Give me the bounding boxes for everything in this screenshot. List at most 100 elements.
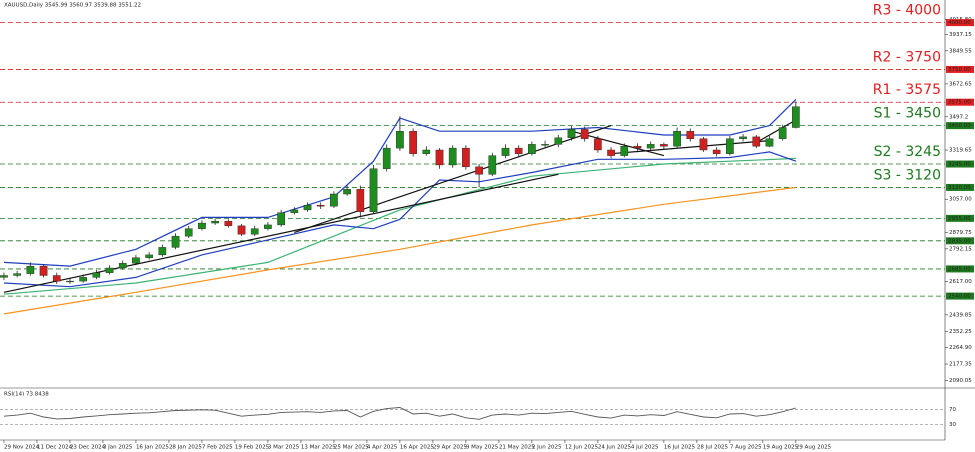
- x-tick-label: 11 Dec 2024: [37, 445, 73, 451]
- level-value: 3575.00: [948, 100, 971, 106]
- level-box: [946, 160, 974, 168]
- candle-body: [792, 106, 800, 128]
- x-tick-label: 13 Mar 2025: [301, 445, 336, 451]
- x-tick-label: 19 Feb 2025: [235, 445, 270, 451]
- candle-body: [0, 275, 8, 278]
- level-value: 3450.00: [948, 123, 971, 129]
- y-tick-label: 3672.65: [949, 81, 972, 87]
- candle-body: [528, 144, 536, 154]
- candle-body: [620, 146, 629, 156]
- level-value: 3750.00: [948, 67, 971, 73]
- candle-body: [250, 228, 259, 235]
- candle-body: [356, 189, 365, 212]
- candle-body: [409, 131, 417, 154]
- candle-body: [580, 129, 589, 139]
- candle-body: [79, 277, 87, 282]
- candle-body: [435, 149, 444, 166]
- x-tick-label: 21 May 2025: [499, 445, 535, 451]
- x-tick-label: 28 Jul 2025: [697, 445, 729, 451]
- y-tick-label: 2879.75: [949, 230, 972, 236]
- overlay-line: [611, 140, 770, 155]
- y-tick-label: 2617.00: [949, 279, 972, 285]
- overlay-line: [3, 157, 796, 295]
- rsi-tick-label: 70: [949, 407, 956, 413]
- overlay-line: [3, 98, 797, 267]
- candle-body: [198, 222, 206, 229]
- candle-body: [52, 275, 61, 282]
- y-tick-label: 2792.15: [949, 246, 972, 252]
- candle-body: [316, 205, 325, 207]
- x-tick-label: 2 Jun 2025: [532, 445, 562, 451]
- y-tick-label: 3497.2: [949, 114, 968, 120]
- level-box: [946, 237, 974, 245]
- candle-body: [343, 189, 351, 195]
- candle-body: [475, 166, 483, 175]
- level-box: [946, 214, 974, 222]
- candle-body: [26, 265, 35, 274]
- level-value: 2955.00: [948, 216, 971, 222]
- candle-body: [646, 144, 655, 149]
- y-tick-label: 3849.55: [949, 48, 972, 54]
- candle-body: [422, 149, 431, 154]
- candle-body: [303, 205, 312, 211]
- candle-body: [541, 144, 549, 146]
- candle-body: [488, 155, 497, 175]
- candle-body: [224, 220, 233, 227]
- candle-body: [39, 265, 48, 276]
- overlay-line: [3, 151, 797, 288]
- candle-body: [396, 131, 404, 149]
- candle-body: [132, 257, 140, 264]
- level-label: R2 - 3750: [873, 49, 941, 65]
- level-box: [946, 19, 974, 27]
- level-box: [946, 292, 974, 300]
- x-tick-label: 4 Apr 2025: [367, 445, 398, 451]
- level-box: [946, 65, 974, 73]
- level-box: [946, 98, 974, 106]
- level-label: R3 - 4000: [873, 3, 941, 19]
- candle-body: [554, 137, 563, 145]
- candle-body: [171, 235, 180, 248]
- y-tick-label: 2264.90: [949, 345, 972, 351]
- candle-body: [184, 228, 193, 237]
- candle-body: [158, 247, 167, 256]
- overlay-line: [756, 119, 797, 144]
- candle-body: [66, 280, 74, 283]
- candle-body: [739, 136, 747, 139]
- level-box: [946, 183, 974, 191]
- level-value: 4000.00: [948, 20, 971, 26]
- candle-body: [277, 212, 285, 226]
- candle-body: [501, 147, 510, 156]
- y-tick-label: 3319.65: [949, 148, 972, 154]
- rsi-title: RSI(14) 73.8438: [4, 392, 49, 398]
- candle-body: [778, 127, 787, 139]
- x-tick-label: 24 Jun 2025: [598, 445, 632, 451]
- candle-body: [633, 146, 642, 149]
- level-box: [946, 265, 974, 273]
- level-box: [946, 122, 974, 130]
- candle-body: [264, 224, 272, 229]
- x-tick-label: 25 Mar 2025: [334, 445, 369, 451]
- x-tick-label: 3 Mar 2025: [268, 445, 300, 451]
- candle-body: [118, 263, 127, 269]
- candle-body: [567, 129, 576, 139]
- candle-body: [105, 267, 114, 273]
- candle-body: [237, 225, 246, 235]
- overlay-line: [3, 186, 796, 315]
- candle-body: [330, 193, 338, 207]
- x-tick-label: 16 Jul 2025: [664, 445, 696, 451]
- candle-body: [686, 131, 695, 139]
- level-value: 2685.00: [948, 266, 971, 272]
- candle-body: [290, 209, 299, 213]
- x-tick-label: 7 Aug 2025: [730, 445, 762, 451]
- y-tick-label: 2090.05: [949, 378, 972, 384]
- x-tick-label: 7 Feb 2025: [202, 445, 233, 451]
- x-tick-label: 29 Apr 2025: [433, 445, 468, 451]
- x-tick-label: 12 Jun 2025: [565, 445, 599, 451]
- x-tick-label: 29 Aug 2025: [796, 445, 832, 451]
- candle-body: [607, 149, 615, 156]
- x-tick-label: 28 Jan 2025: [169, 445, 202, 451]
- x-tick-label: 23 Dec 2024: [70, 445, 106, 451]
- candle-body: [448, 147, 457, 166]
